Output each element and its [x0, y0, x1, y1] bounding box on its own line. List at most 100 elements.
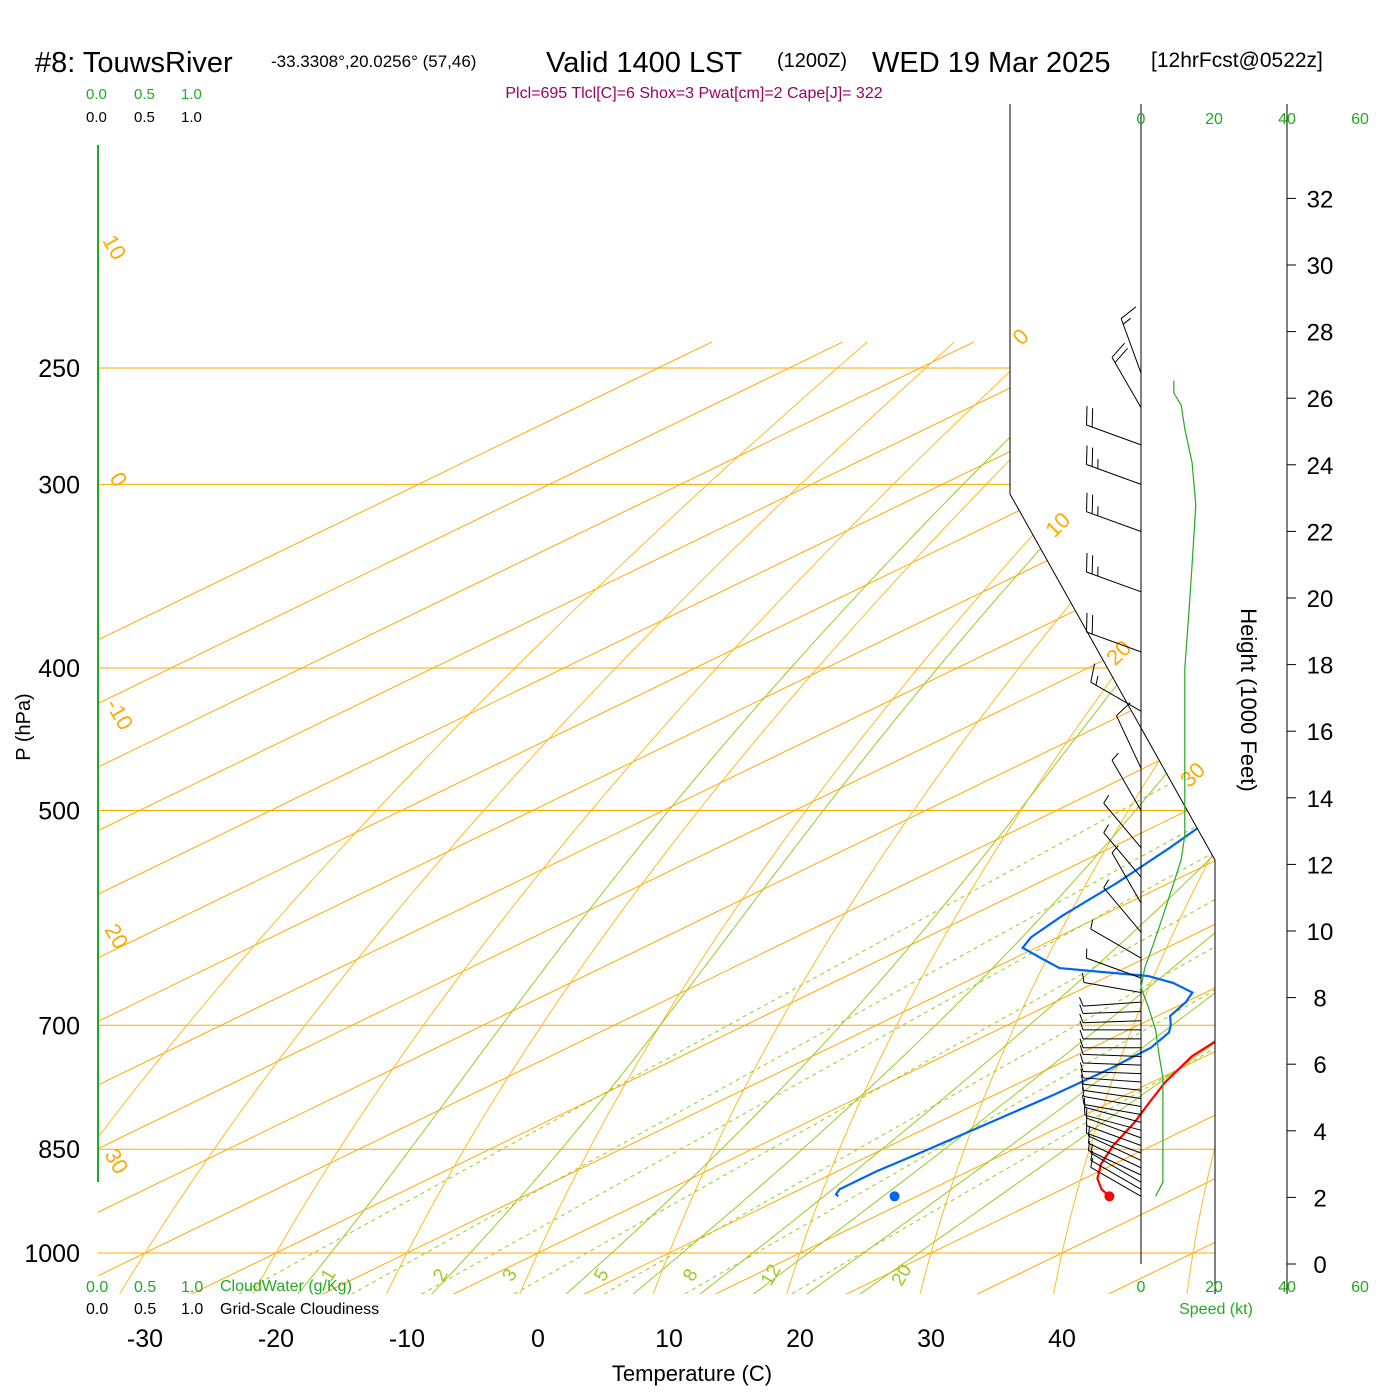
height-tick-label: 8 [1313, 986, 1326, 1013]
moist-adiabat [608, 341, 1215, 1294]
dry-adiabat [1184, 341, 1215, 1294]
mixing-ratio-line [568, 667, 1215, 1294]
wind-barb [1085, 406, 1142, 446]
wind-barb [1085, 492, 1142, 532]
wind-barb [1103, 794, 1142, 849]
scale-tick: 1.0 [181, 1279, 203, 1296]
stability-indices: Plcl=695 Tlcl[C]=6 Shox=3 Pwat[cm]=2 Cap… [505, 85, 882, 102]
dry-adiabat [98, 341, 868, 1294]
speed-scale-bottom: 0 20 40 60 Speed (kt) [1137, 1279, 1369, 1318]
mixing-ratio-line [316, 667, 1215, 1294]
temperature-axis-label: Temperature (C) [612, 1361, 772, 1386]
wind-barb [1079, 1020, 1141, 1031]
isotherm-label: 0 [1008, 324, 1034, 350]
dry-adiabat [107, 341, 955, 1294]
pressure-axis: 250 300 400 500 700 850 1000 [24, 355, 80, 1268]
mixing-ratio-label: 2 [429, 1265, 452, 1285]
dry-adiabat [914, 341, 1215, 1294]
isotherm [98, 341, 844, 1294]
wind-barb [1111, 752, 1142, 811]
temperature-tick-label: -20 [258, 1325, 294, 1353]
speed-label: Speed (kt) [1179, 1301, 1253, 1318]
height-tick-label: 22 [1307, 519, 1334, 546]
wind-barb [1079, 997, 1142, 1007]
wind-speed-profile [1140, 380, 1197, 1197]
isotherm [1198, 341, 1215, 1294]
moist-adiabat [831, 341, 1215, 1294]
moist-adiabat [412, 341, 1215, 1294]
temperature-trace [1096, 397, 1215, 1198]
pressure-tick-label: 700 [38, 1012, 80, 1040]
isotherm [98, 341, 975, 1294]
wind-barb [1079, 1029, 1141, 1040]
mixing-ratio-label: 8 [679, 1265, 702, 1285]
wind-barb [1080, 1068, 1142, 1083]
height-tick-label: 24 [1307, 453, 1334, 480]
temperature-tick-label: -10 [389, 1325, 425, 1353]
pressure-tick-label: 1000 [24, 1240, 80, 1268]
speed-tick: 40 [1278, 111, 1296, 128]
dry-adiabat [645, 341, 1215, 1294]
mixing-ratio-line [202, 667, 1215, 1294]
scale-tick: 0.0 [86, 86, 107, 103]
scale-tick: 0.5 [134, 109, 155, 126]
height-tick-label: 14 [1307, 786, 1334, 813]
height-tick-label: 18 [1307, 653, 1334, 680]
scale-tick: 1.0 [181, 1301, 203, 1318]
temperature-tick-label: -30 [127, 1325, 163, 1353]
pressure-tick-label: 250 [38, 355, 80, 383]
dry-adiabat [1049, 341, 1215, 1294]
speed-tick: 0 [1137, 111, 1146, 128]
scale-tick: 0.0 [86, 1301, 108, 1318]
scale-tick: 0.5 [134, 86, 155, 103]
dry-adiabat [241, 341, 1042, 1294]
speed-tick: 40 [1278, 1279, 1296, 1296]
bottom-cloudiness-scale: 0.0 0.5 1.0 Grid-Scale Cloudiness [86, 1301, 379, 1318]
height-tick-label: 20 [1307, 586, 1334, 613]
wind-barb [1081, 1087, 1142, 1108]
speed-tick: 60 [1351, 1279, 1369, 1296]
wind-barb [1079, 1045, 1142, 1057]
wind-barb [1085, 948, 1142, 979]
height-tick-label: 2 [1313, 1185, 1326, 1212]
wind-barb [1079, 1038, 1141, 1049]
isotherm [98, 341, 1215, 1294]
station-title: #8: TouwsRiver [35, 47, 233, 79]
isotherm [412, 341, 1215, 1294]
scale-tick: 0.0 [86, 1279, 108, 1296]
wind-barb [1083, 1097, 1142, 1123]
wind-barb [1080, 1074, 1142, 1091]
wind-barb [1111, 342, 1142, 408]
dewpoint-trace [834, 397, 1215, 1198]
isotherm [150, 341, 1215, 1294]
cloudwater-label: CloudWater (g/Kg) [220, 1278, 352, 1295]
isotherm [98, 341, 1106, 1294]
scale-tick: 0.5 [134, 1301, 156, 1318]
moist-adiabat [674, 341, 1215, 1294]
isotherm [543, 341, 1215, 1294]
scale-tick: 1.0 [181, 109, 202, 126]
speed-tick: 0 [1137, 1279, 1146, 1296]
isotherm-label: -10 [101, 694, 139, 734]
temperature-tick-label: 30 [917, 1325, 945, 1353]
wind-speed-line [1140, 380, 1197, 1197]
pressure-axis-label: P (hPa) [13, 693, 35, 760]
isotherm-label: 20 [100, 919, 134, 953]
dry-adiabat [511, 341, 1215, 1294]
wind-barb [1085, 553, 1142, 593]
temperature-tick-label: 10 [655, 1325, 683, 1353]
mixing-ratio-label: 20 [888, 1261, 917, 1290]
pressure-tick-label: 400 [38, 655, 80, 683]
mixing-ratio-label: 12 [757, 1261, 786, 1290]
top-cloudiness-scale: 0.0 0.5 1.0 [86, 109, 202, 126]
temperature-tick-label: 20 [786, 1325, 814, 1353]
plot-frame [1009, 104, 1288, 1294]
speed-scale-top: 0 20 40 60 [1137, 111, 1369, 128]
isotherm [98, 341, 1215, 1294]
wind-barb [1087, 1141, 1142, 1176]
mixing-ratio-label: 5 [590, 1265, 613, 1285]
wind-barb [1081, 1094, 1142, 1116]
height-tick-label: 30 [1307, 253, 1334, 280]
height-tick-label: 16 [1307, 719, 1334, 746]
